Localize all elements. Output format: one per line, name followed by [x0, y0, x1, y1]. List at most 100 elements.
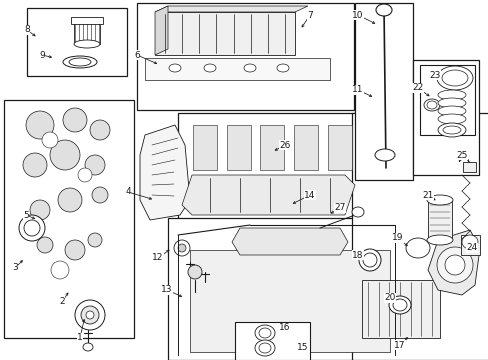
Ellipse shape [187, 265, 202, 279]
Text: 2: 2 [59, 297, 65, 306]
Ellipse shape [259, 328, 270, 338]
Polygon shape [155, 6, 307, 12]
Ellipse shape [69, 58, 91, 66]
Ellipse shape [88, 233, 102, 247]
Bar [357, 118, 486, 358]
Ellipse shape [78, 168, 92, 182]
Ellipse shape [26, 111, 54, 139]
Ellipse shape [441, 70, 467, 86]
Ellipse shape [42, 132, 58, 148]
Ellipse shape [178, 244, 185, 252]
Ellipse shape [85, 155, 105, 175]
Bar [190, 250, 389, 352]
Ellipse shape [23, 153, 47, 177]
Bar [419, 65, 474, 135]
Ellipse shape [444, 255, 464, 275]
Bar [260, 125, 284, 170]
Text: 12: 12 [152, 253, 163, 262]
Text: 16: 16 [279, 324, 290, 333]
Bar [27, 8, 127, 76]
Text: 9: 9 [39, 50, 45, 59]
Ellipse shape [50, 140, 80, 170]
Ellipse shape [426, 101, 436, 109]
Bar [427, 200, 451, 240]
Bar [4, 100, 134, 338]
Ellipse shape [374, 149, 394, 161]
Bar [145, 58, 329, 80]
Text: 22: 22 [411, 84, 423, 93]
Ellipse shape [58, 188, 82, 212]
Polygon shape [231, 228, 347, 255]
Ellipse shape [388, 296, 410, 314]
Bar [71, 17, 103, 24]
Bar [184, 118, 364, 225]
Ellipse shape [19, 215, 45, 241]
Text: 24: 24 [466, 243, 477, 252]
Text: 14: 14 [304, 190, 315, 199]
Ellipse shape [51, 261, 69, 279]
Bar [327, 125, 351, 170]
Ellipse shape [437, 114, 465, 124]
Bar [462, 162, 475, 172]
Ellipse shape [254, 340, 274, 356]
Text: 20: 20 [384, 293, 395, 302]
Ellipse shape [83, 343, 93, 351]
Text: 1: 1 [77, 333, 82, 342]
Ellipse shape [30, 200, 50, 220]
Bar [168, 218, 401, 360]
Ellipse shape [392, 299, 406, 311]
Ellipse shape [276, 64, 288, 72]
Ellipse shape [426, 195, 452, 205]
Ellipse shape [375, 4, 391, 16]
Ellipse shape [351, 207, 363, 217]
Bar [235, 322, 309, 360]
Text: 25: 25 [455, 150, 467, 159]
Ellipse shape [254, 325, 274, 341]
Bar [460, 235, 479, 255]
Text: 11: 11 [351, 85, 363, 94]
Bar [178, 113, 367, 228]
Bar [226, 125, 250, 170]
Ellipse shape [74, 40, 100, 48]
Ellipse shape [362, 253, 376, 267]
Ellipse shape [405, 238, 429, 258]
Bar [10, 105, 130, 335]
Bar [354, 3, 412, 180]
Ellipse shape [37, 237, 53, 253]
Ellipse shape [86, 311, 94, 319]
Ellipse shape [203, 64, 216, 72]
Bar [74, 22, 100, 44]
Text: 5: 5 [23, 211, 29, 220]
Text: 18: 18 [351, 251, 363, 260]
Ellipse shape [75, 300, 105, 330]
Polygon shape [155, 6, 168, 55]
Bar [155, 12, 294, 55]
Ellipse shape [436, 247, 472, 283]
Ellipse shape [90, 120, 110, 140]
Ellipse shape [65, 240, 85, 260]
Text: 13: 13 [161, 285, 172, 294]
Ellipse shape [24, 220, 40, 236]
Ellipse shape [92, 187, 108, 203]
Text: 8: 8 [24, 26, 30, 35]
Text: 23: 23 [428, 71, 440, 80]
Text: 15: 15 [297, 343, 308, 352]
Ellipse shape [358, 249, 380, 271]
Ellipse shape [174, 240, 190, 256]
Bar [175, 225, 397, 358]
Text: 7: 7 [306, 10, 312, 19]
Ellipse shape [63, 108, 87, 132]
Text: 27: 27 [334, 203, 345, 212]
Bar [137, 3, 353, 110]
Ellipse shape [259, 343, 270, 353]
Bar [193, 125, 217, 170]
Text: 6: 6 [134, 50, 140, 59]
Polygon shape [140, 125, 190, 220]
Ellipse shape [63, 56, 97, 68]
Text: 4: 4 [125, 188, 131, 197]
Text: 10: 10 [351, 10, 363, 19]
Text: 19: 19 [391, 234, 403, 243]
Polygon shape [182, 175, 354, 215]
Bar [361, 280, 439, 338]
Ellipse shape [437, 98, 465, 108]
